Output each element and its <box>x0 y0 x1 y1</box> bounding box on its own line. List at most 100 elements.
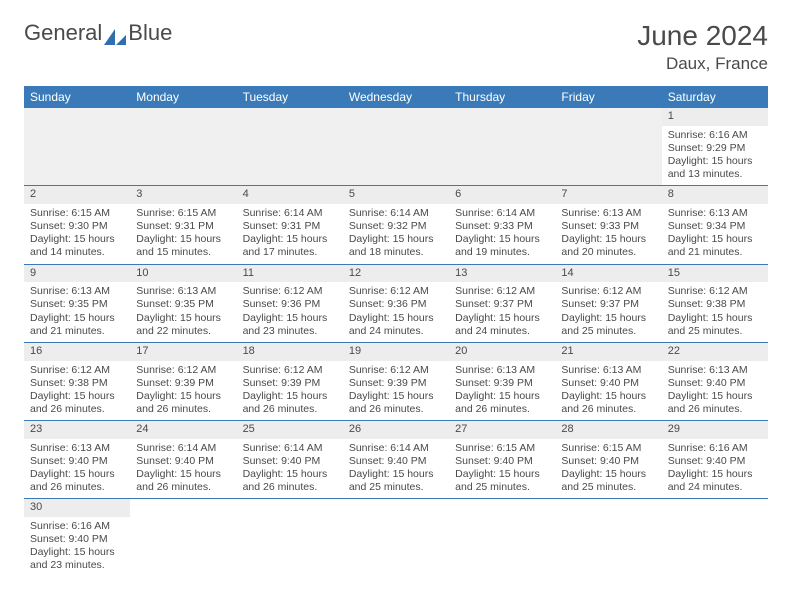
daylight-line: Daylight: 15 hours and 24 minutes. <box>349 312 443 338</box>
daylight-line: Daylight: 15 hours and 26 minutes. <box>455 390 549 416</box>
sunset-line: Sunset: 9:35 PM <box>136 298 230 311</box>
day-details: Sunrise: 6:13 AMSunset: 9:34 PMDaylight:… <box>662 204 768 264</box>
brand-text-1: General <box>24 20 102 46</box>
sunset-line: Sunset: 9:35 PM <box>30 298 124 311</box>
sunset-line: Sunset: 9:40 PM <box>455 455 549 468</box>
sunrise-line: Sunrise: 6:14 AM <box>349 207 443 220</box>
calendar-cell-blank <box>343 108 449 185</box>
daylight-line: Daylight: 15 hours and 26 minutes. <box>30 390 124 416</box>
sunset-line: Sunset: 9:40 PM <box>668 377 762 390</box>
day-details: Sunrise: 6:13 AMSunset: 9:40 PMDaylight:… <box>24 439 130 499</box>
brand-text-2: Blue <box>128 20 172 46</box>
daylight-line: Daylight: 15 hours and 13 minutes. <box>668 155 762 181</box>
day-details: Sunrise: 6:13 AMSunset: 9:40 PMDaylight:… <box>662 361 768 421</box>
day-details: Sunrise: 6:14 AMSunset: 9:40 PMDaylight:… <box>237 439 343 499</box>
daylight-line: Daylight: 15 hours and 25 minutes. <box>668 312 762 338</box>
sunrise-line: Sunrise: 6:13 AM <box>561 207 655 220</box>
calendar-cell-blank <box>343 499 449 576</box>
sunset-line: Sunset: 9:29 PM <box>668 142 762 155</box>
sunrise-line: Sunrise: 6:12 AM <box>349 285 443 298</box>
calendar-week: 23Sunrise: 6:13 AMSunset: 9:40 PMDayligh… <box>24 421 768 499</box>
day-number: 30 <box>24 499 130 517</box>
sunrise-line: Sunrise: 6:14 AM <box>455 207 549 220</box>
day-number: 1 <box>662 108 768 126</box>
day-details: Sunrise: 6:15 AMSunset: 9:30 PMDaylight:… <box>24 204 130 264</box>
day-number: 25 <box>237 421 343 439</box>
calendar-cell: 5Sunrise: 6:14 AMSunset: 9:32 PMDaylight… <box>343 186 449 263</box>
day-details: Sunrise: 6:14 AMSunset: 9:40 PMDaylight:… <box>343 439 449 499</box>
sunrise-line: Sunrise: 6:14 AM <box>243 442 337 455</box>
calendar-cell: 17Sunrise: 6:12 AMSunset: 9:39 PMDayligh… <box>130 343 236 420</box>
weekday-header: SundayMondayTuesdayWednesdayThursdayFrid… <box>24 86 768 108</box>
sunset-line: Sunset: 9:37 PM <box>561 298 655 311</box>
sunset-line: Sunset: 9:38 PM <box>30 377 124 390</box>
sunset-line: Sunset: 9:38 PM <box>668 298 762 311</box>
sunset-line: Sunset: 9:40 PM <box>136 455 230 468</box>
page-title: June 2024 <box>637 20 768 52</box>
day-number: 9 <box>24 265 130 283</box>
sunset-line: Sunset: 9:30 PM <box>30 220 124 233</box>
calendar-cell-blank <box>130 499 236 576</box>
calendar-cell: 22Sunrise: 6:13 AMSunset: 9:40 PMDayligh… <box>662 343 768 420</box>
calendar-week: 1Sunrise: 6:16 AMSunset: 9:29 PMDaylight… <box>24 108 768 186</box>
day-details: Sunrise: 6:16 AMSunset: 9:40 PMDaylight:… <box>662 439 768 499</box>
title-block: June 2024 Daux, France <box>637 20 768 74</box>
day-number: 2 <box>24 186 130 204</box>
sunset-line: Sunset: 9:32 PM <box>349 220 443 233</box>
calendar-cell-blank <box>555 499 661 576</box>
calendar-week: 9Sunrise: 6:13 AMSunset: 9:35 PMDaylight… <box>24 265 768 343</box>
weekday-label: Monday <box>130 86 236 108</box>
calendar-cell: 3Sunrise: 6:15 AMSunset: 9:31 PMDaylight… <box>130 186 236 263</box>
day-details: Sunrise: 6:14 AMSunset: 9:32 PMDaylight:… <box>343 204 449 264</box>
calendar-cell: 29Sunrise: 6:16 AMSunset: 9:40 PMDayligh… <box>662 421 768 498</box>
daylight-line: Daylight: 15 hours and 19 minutes. <box>455 233 549 259</box>
sail-icon <box>104 25 126 41</box>
day-number: 24 <box>130 421 236 439</box>
daylight-line: Daylight: 15 hours and 25 minutes. <box>561 468 655 494</box>
sunrise-line: Sunrise: 6:16 AM <box>30 520 124 533</box>
sunrise-line: Sunrise: 6:14 AM <box>243 207 337 220</box>
calendar-cell-blank <box>237 499 343 576</box>
sunrise-line: Sunrise: 6:14 AM <box>349 442 443 455</box>
sunset-line: Sunset: 9:40 PM <box>561 455 655 468</box>
sunrise-line: Sunrise: 6:15 AM <box>561 442 655 455</box>
sunrise-line: Sunrise: 6:12 AM <box>455 285 549 298</box>
calendar-cell: 6Sunrise: 6:14 AMSunset: 9:33 PMDaylight… <box>449 186 555 263</box>
daylight-line: Daylight: 15 hours and 26 minutes. <box>136 390 230 416</box>
day-details: Sunrise: 6:16 AMSunset: 9:29 PMDaylight:… <box>662 126 768 186</box>
sunset-line: Sunset: 9:34 PM <box>668 220 762 233</box>
calendar: SundayMondayTuesdayWednesdayThursdayFrid… <box>24 86 768 577</box>
calendar-cell-blank <box>449 108 555 185</box>
daylight-line: Daylight: 15 hours and 24 minutes. <box>455 312 549 338</box>
day-details: Sunrise: 6:12 AMSunset: 9:39 PMDaylight:… <box>343 361 449 421</box>
day-number: 23 <box>24 421 130 439</box>
sunset-line: Sunset: 9:33 PM <box>455 220 549 233</box>
sunrise-line: Sunrise: 6:12 AM <box>243 285 337 298</box>
day-details: Sunrise: 6:14 AMSunset: 9:33 PMDaylight:… <box>449 204 555 264</box>
sunrise-line: Sunrise: 6:12 AM <box>561 285 655 298</box>
header: General Blue June 2024 Daux, France <box>24 20 768 74</box>
daylight-line: Daylight: 15 hours and 17 minutes. <box>243 233 337 259</box>
sunrise-line: Sunrise: 6:13 AM <box>30 442 124 455</box>
day-number: 18 <box>237 343 343 361</box>
daylight-line: Daylight: 15 hours and 26 minutes. <box>243 468 337 494</box>
calendar-cell: 21Sunrise: 6:13 AMSunset: 9:40 PMDayligh… <box>555 343 661 420</box>
sunset-line: Sunset: 9:33 PM <box>561 220 655 233</box>
day-number: 6 <box>449 186 555 204</box>
day-details: Sunrise: 6:12 AMSunset: 9:37 PMDaylight:… <box>449 282 555 342</box>
sunset-line: Sunset: 9:39 PM <box>136 377 230 390</box>
day-details: Sunrise: 6:12 AMSunset: 9:36 PMDaylight:… <box>237 282 343 342</box>
daylight-line: Daylight: 15 hours and 21 minutes. <box>30 312 124 338</box>
calendar-cell: 4Sunrise: 6:14 AMSunset: 9:31 PMDaylight… <box>237 186 343 263</box>
sunrise-line: Sunrise: 6:12 AM <box>136 364 230 377</box>
calendar-cell: 18Sunrise: 6:12 AMSunset: 9:39 PMDayligh… <box>237 343 343 420</box>
calendar-cell: 10Sunrise: 6:13 AMSunset: 9:35 PMDayligh… <box>130 265 236 342</box>
sunrise-line: Sunrise: 6:12 AM <box>30 364 124 377</box>
sunset-line: Sunset: 9:39 PM <box>243 377 337 390</box>
daylight-line: Daylight: 15 hours and 22 minutes. <box>136 312 230 338</box>
calendar-cell: 9Sunrise: 6:13 AMSunset: 9:35 PMDaylight… <box>24 265 130 342</box>
daylight-line: Daylight: 15 hours and 26 minutes. <box>668 390 762 416</box>
sunrise-line: Sunrise: 6:13 AM <box>668 207 762 220</box>
day-number: 22 <box>662 343 768 361</box>
calendar-cell: 12Sunrise: 6:12 AMSunset: 9:36 PMDayligh… <box>343 265 449 342</box>
